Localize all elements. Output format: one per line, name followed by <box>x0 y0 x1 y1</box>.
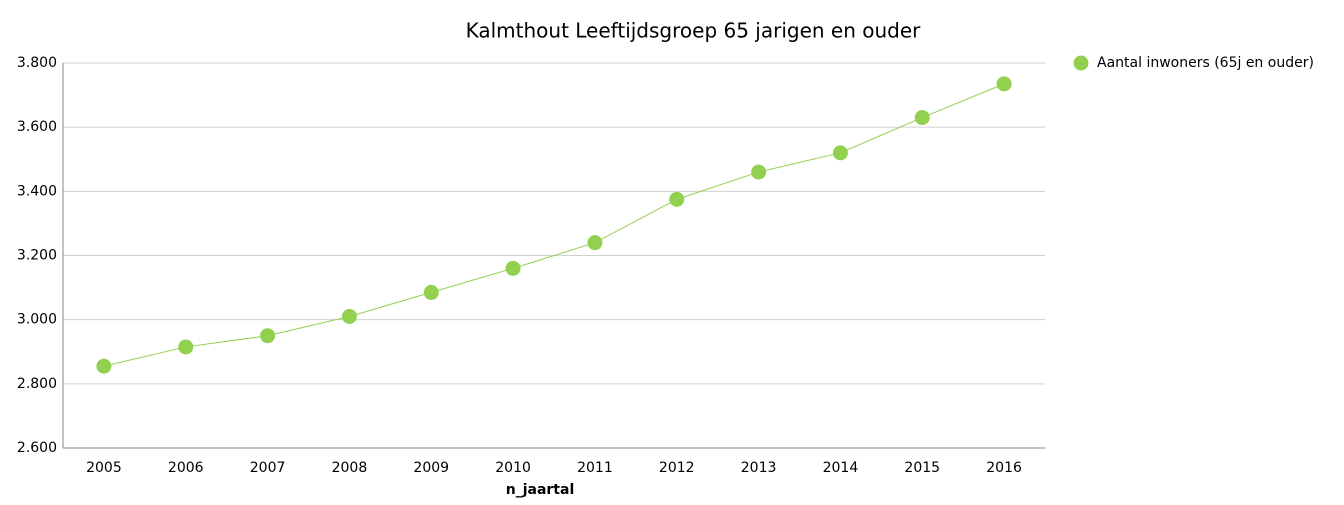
data-point <box>996 76 1012 92</box>
data-point <box>669 191 685 207</box>
y-tick-label: 3.400 <box>17 183 57 199</box>
x-tick-label: 2015 <box>904 460 940 476</box>
x-tick-label: 2014 <box>823 460 859 476</box>
data-point <box>341 308 357 324</box>
legend-label: Aantal inwoners (65j en ouder) <box>1097 55 1314 71</box>
x-tick-label: 2005 <box>86 460 122 476</box>
y-tick-label: 3.200 <box>17 248 57 264</box>
x-tick-label: 2009 <box>413 460 449 476</box>
y-tick-label: 3.000 <box>17 312 57 328</box>
y-tick-label: 3.800 <box>17 55 57 71</box>
series-line <box>103 83 1005 367</box>
x-tick-label: 2011 <box>577 460 613 476</box>
x-tick-label: 2006 <box>168 460 204 476</box>
x-tick-label: 2013 <box>741 460 777 476</box>
data-point <box>423 284 439 300</box>
data-point <box>96 358 112 374</box>
x-tick-label: 2010 <box>495 460 531 476</box>
chart-title: Kalmthout Leeftijdsgroep 65 jarigen en o… <box>466 19 922 43</box>
data-point <box>505 260 521 276</box>
data-point <box>260 328 276 344</box>
y-tick-label: 2.600 <box>17 440 57 456</box>
data-point <box>914 110 930 126</box>
data-point <box>178 339 194 355</box>
data-point <box>587 235 603 251</box>
y-tick-label: 3.600 <box>17 119 57 135</box>
data-point <box>751 164 767 180</box>
x-axis-label: n_jaartal <box>506 482 575 498</box>
x-tick-label: 2016 <box>986 460 1022 476</box>
x-tick-label: 2008 <box>332 460 368 476</box>
legend-marker <box>1073 55 1089 71</box>
data-point <box>832 145 848 161</box>
x-tick-label: 2007 <box>250 460 286 476</box>
x-tick-label: 2012 <box>659 460 695 476</box>
y-tick-label: 2.800 <box>17 376 57 392</box>
